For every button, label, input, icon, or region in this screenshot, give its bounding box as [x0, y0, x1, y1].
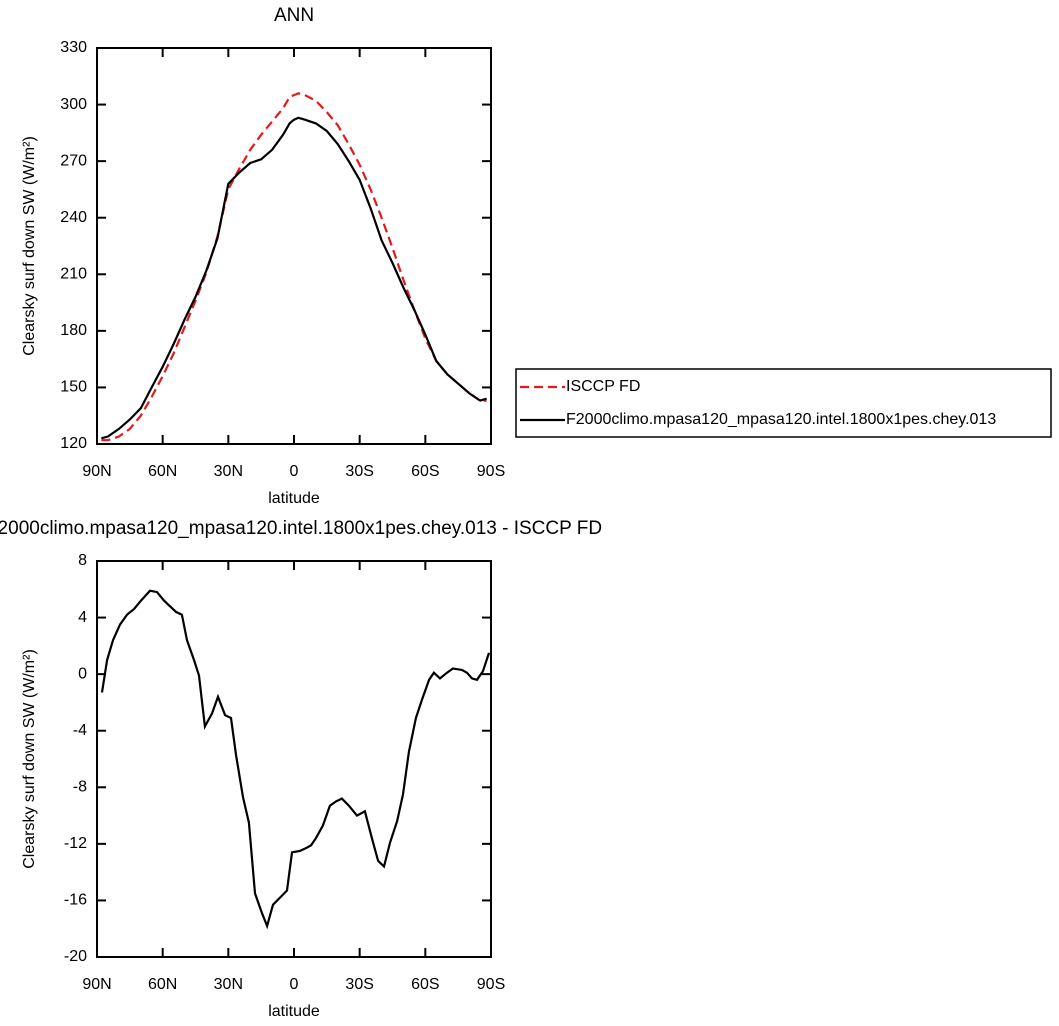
y-tick-label: 300	[60, 96, 87, 113]
legend-label: ISCCP FD	[566, 378, 640, 395]
y-tick-label: 210	[60, 266, 87, 283]
x-tick-label: 0	[290, 463, 299, 480]
y-axis-label: Clearsky surf down SW (W/m²)	[21, 136, 38, 356]
y-tick-label: 150	[60, 379, 87, 396]
y-tick-label: -12	[64, 835, 87, 852]
y-tick-label: 330	[60, 39, 87, 56]
y-tick-label: 270	[60, 152, 87, 169]
y-tick-label: -8	[73, 779, 87, 796]
x-tick-label: 60S	[411, 463, 439, 480]
y-tick-label: 240	[60, 209, 87, 226]
x-tick-label: 30N	[214, 463, 243, 480]
x-tick-label: 60N	[148, 976, 177, 993]
chart-title: ANN	[274, 5, 314, 26]
plot-frame	[96, 560, 492, 958]
legend-label: F2000climo.mpasa120_mpasa120.intel.1800x…	[566, 411, 996, 428]
series-line	[101, 116, 487, 440]
legend-box	[515, 368, 1052, 438]
y-tick-label: 0	[78, 665, 87, 682]
x-tick-label: 90N	[82, 463, 111, 480]
y-axis-label: Clearsky surf down SW (W/m²)	[21, 649, 38, 869]
y-tick-label: 8	[78, 552, 87, 569]
plot-frame	[96, 47, 492, 445]
x-tick-label: 30N	[214, 976, 243, 993]
y-tick-label: -4	[73, 722, 87, 739]
x-tick-label: 30S	[345, 463, 373, 480]
y-tick-label: 180	[60, 322, 87, 339]
y-tick-label: -20	[64, 948, 87, 965]
series-line	[101, 92, 487, 442]
x-tick-label: 30S	[345, 976, 373, 993]
x-tick-label: 60N	[148, 463, 177, 480]
y-tick-label: -16	[64, 892, 87, 909]
series-line	[100, 589, 491, 930]
x-tick-label: 90S	[477, 976, 505, 993]
x-tick-label: 90N	[82, 976, 111, 993]
chart-title: F2000climo.mpasa120_mpasa120.intel.1800x…	[0, 518, 602, 539]
y-tick-label: 4	[78, 609, 87, 626]
y-tick-label: 120	[60, 435, 87, 452]
x-tick-label: 60S	[411, 976, 439, 993]
x-axis-label: latitude	[268, 1003, 320, 1020]
x-tick-label: 90S	[477, 463, 505, 480]
x-tick-label: 0	[290, 976, 299, 993]
x-axis-label: latitude	[268, 490, 320, 507]
